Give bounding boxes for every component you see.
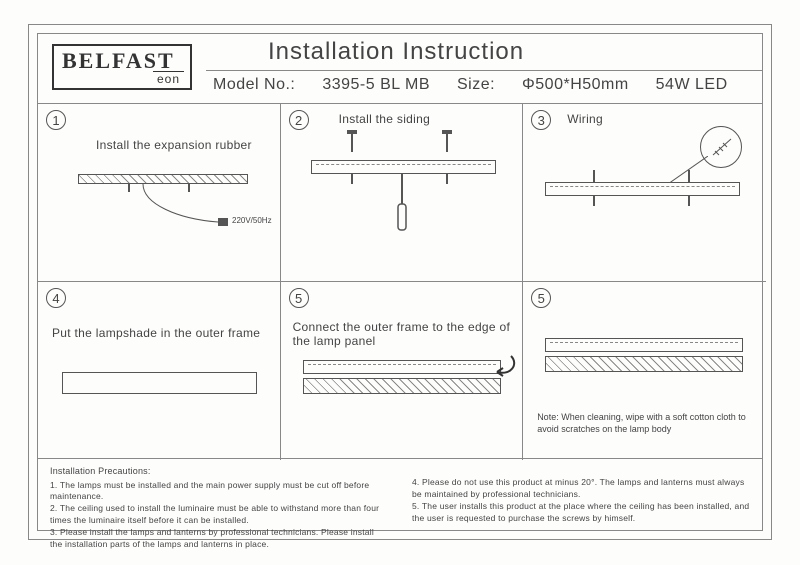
lampshade-bar — [62, 372, 257, 394]
sheet-outer: BELFAST eon Installation Instruction Mod… — [28, 24, 772, 540]
step-caption: Connect the outer frame to the edge of t… — [293, 320, 513, 348]
arrow-icon — [491, 354, 519, 384]
step-note: Note: When cleaning, wipe with a soft co… — [537, 412, 752, 435]
step-4: 4 Put the lampshade in the outer frame — [38, 282, 281, 460]
logo-subtext: eon — [153, 71, 184, 86]
anchor — [128, 184, 130, 192]
step-number: 4 — [46, 288, 66, 308]
wire-icon — [138, 184, 248, 234]
model-value: 3395-5 BL MB — [322, 76, 430, 93]
power-tag: 220V/50Hz — [232, 216, 272, 225]
step-2: 2 Install the siding — [281, 104, 524, 282]
ceiling-bar — [78, 174, 248, 184]
step-caption: Wiring — [567, 112, 603, 126]
header-rule — [206, 70, 762, 71]
screw-head-icon — [442, 130, 452, 134]
post — [351, 174, 353, 184]
frame-bar — [303, 378, 501, 394]
precautions: Installation Precautions: 1. The lamps m… — [38, 458, 762, 530]
logo-box: BELFAST eon — [52, 44, 192, 90]
step-5: 5 Connect the outer frame to the edge of… — [281, 282, 524, 460]
step-6: 5 Note: When cleaning, wipe with a soft … — [523, 282, 766, 460]
model-label: Model No.: — [213, 76, 295, 93]
step-number: 5 — [531, 288, 551, 308]
header: BELFAST eon Installation Instruction Mod… — [38, 34, 762, 104]
meta-line: Model No.: 3395-5 BL MB Size: Φ500*H50mm… — [213, 76, 750, 94]
precaution-item: 2. The ceiling used to install the lumin… — [50, 503, 388, 527]
steps-grid: 1 Install the expansion rubber 220V/50Hz… — [38, 104, 762, 458]
sheet-inner: BELFAST eon Installation Instruction Mod… — [37, 33, 763, 531]
siding-bar — [311, 160, 496, 174]
step-caption: Install the expansion rubber — [96, 138, 252, 152]
precautions-heading: Installation Precautions: — [50, 465, 388, 478]
step-number: 5 — [289, 288, 309, 308]
precautions-left: Installation Precautions: 1. The lamps m… — [50, 465, 388, 524]
step-number: 2 — [289, 110, 309, 130]
post — [446, 174, 448, 184]
step-number: 1 — [46, 110, 66, 130]
post — [593, 170, 595, 182]
step-caption: Install the siding — [339, 112, 430, 126]
frame-bar — [545, 356, 743, 372]
size-value: Φ500*H50mm — [522, 76, 629, 93]
power-value: 54W LED — [656, 76, 728, 93]
step-1: 1 Install the expansion rubber 220V/50Hz — [38, 104, 281, 282]
post — [593, 196, 595, 206]
screw-icon — [351, 134, 353, 152]
screwdriver-icon — [393, 174, 411, 244]
step-caption: Put the lampshade in the outer frame — [52, 326, 260, 340]
panel-bar — [303, 360, 501, 374]
precaution-item: 5. The user installs this product at the… — [412, 501, 750, 525]
precaution-item: 4. Please do not use this product at min… — [412, 477, 750, 501]
step-3: 3 Wiring — [523, 104, 766, 282]
post — [688, 196, 690, 206]
size-label: Size: — [457, 76, 495, 93]
screw-icon — [446, 134, 448, 152]
post — [688, 170, 690, 182]
precaution-item: 1. The lamps must be installed and the m… — [50, 480, 388, 504]
precaution-item: 3. Please install the lamps and lanterns… — [50, 527, 388, 551]
page-title: Installation Instruction — [268, 38, 524, 66]
panel-bar — [545, 338, 743, 352]
screw-head-icon — [347, 130, 357, 134]
precautions-right: 4. Please do not use this product at min… — [412, 465, 750, 524]
step-number: 3 — [531, 110, 551, 130]
siding-bar — [545, 182, 740, 196]
